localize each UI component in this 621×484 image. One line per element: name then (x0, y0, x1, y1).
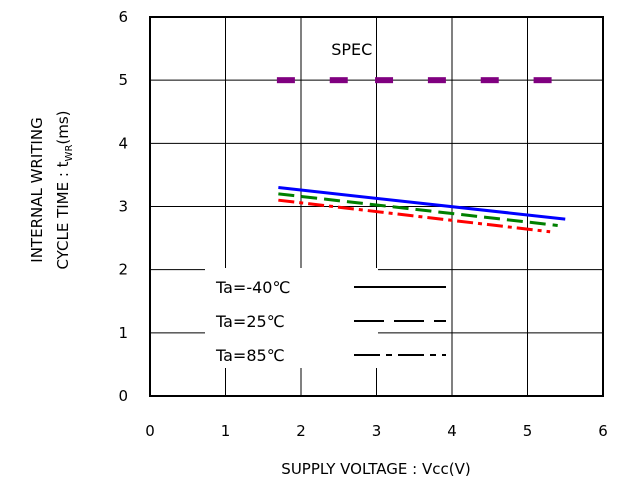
x-tick-label: 4 (447, 422, 457, 440)
spec-marker (329, 77, 348, 84)
spec-marker (533, 77, 552, 84)
y-tick-label: 4 (118, 134, 128, 152)
y-axis-label-line2: CYCLE TIME : tWR(ms) (54, 110, 75, 269)
y-tick-label: 3 (118, 198, 128, 216)
spec-marker (375, 77, 394, 84)
spec-marker (276, 77, 295, 84)
x-tick-label: 1 (221, 422, 231, 440)
y-tick-label: 5 (118, 71, 128, 89)
x-tick-label: 6 (598, 422, 608, 440)
spec-marker (480, 77, 499, 84)
series-line-0 (278, 186, 566, 221)
y-tick-label: 1 (118, 324, 128, 342)
legend-background (205, 268, 378, 368)
x-tick-label: 5 (523, 422, 533, 440)
x-tick-label: 2 (296, 422, 306, 440)
legend-label-0: Ta=-40℃ (215, 278, 290, 297)
plot-frame (149, 16, 604, 397)
spec-annotation: SPEC (331, 40, 372, 59)
series (278, 186, 566, 234)
y-tick-label: 2 (118, 261, 128, 279)
y-axis-label-line1: INTERNAL WRITING (28, 117, 46, 262)
y-tick-label: 6 (118, 8, 128, 26)
series-line-2 (278, 198, 551, 234)
series-line-1 (278, 192, 558, 227)
y-axis-label-prefix: CYCLE TIME : t (54, 161, 72, 269)
legend: Ta=-40℃ Ta=25℃ Ta=85℃ (205, 268, 446, 368)
spec-marker (427, 77, 446, 84)
legend-label-1: Ta=25℃ (215, 312, 285, 331)
x-axis-label: SUPPLY VOLTAGE : Vcc(V) (281, 460, 470, 478)
spec-markers (276, 77, 552, 84)
y-axis-label-unit: (ms) (54, 110, 72, 144)
tick-labels: 0 1 2 3 4 5 6 0 1 2 3 4 5 6 (118, 8, 607, 440)
x-tick-label: 3 (372, 422, 382, 440)
y-tick-label: 0 (118, 387, 128, 405)
y-axis-label-subscript: WR (64, 145, 75, 162)
legend-label-2: Ta=85℃ (215, 346, 285, 365)
y-axis-label: INTERNAL WRITING CYCLE TIME : tWR(ms) (28, 110, 75, 269)
x-tick-label: 0 (145, 422, 155, 440)
